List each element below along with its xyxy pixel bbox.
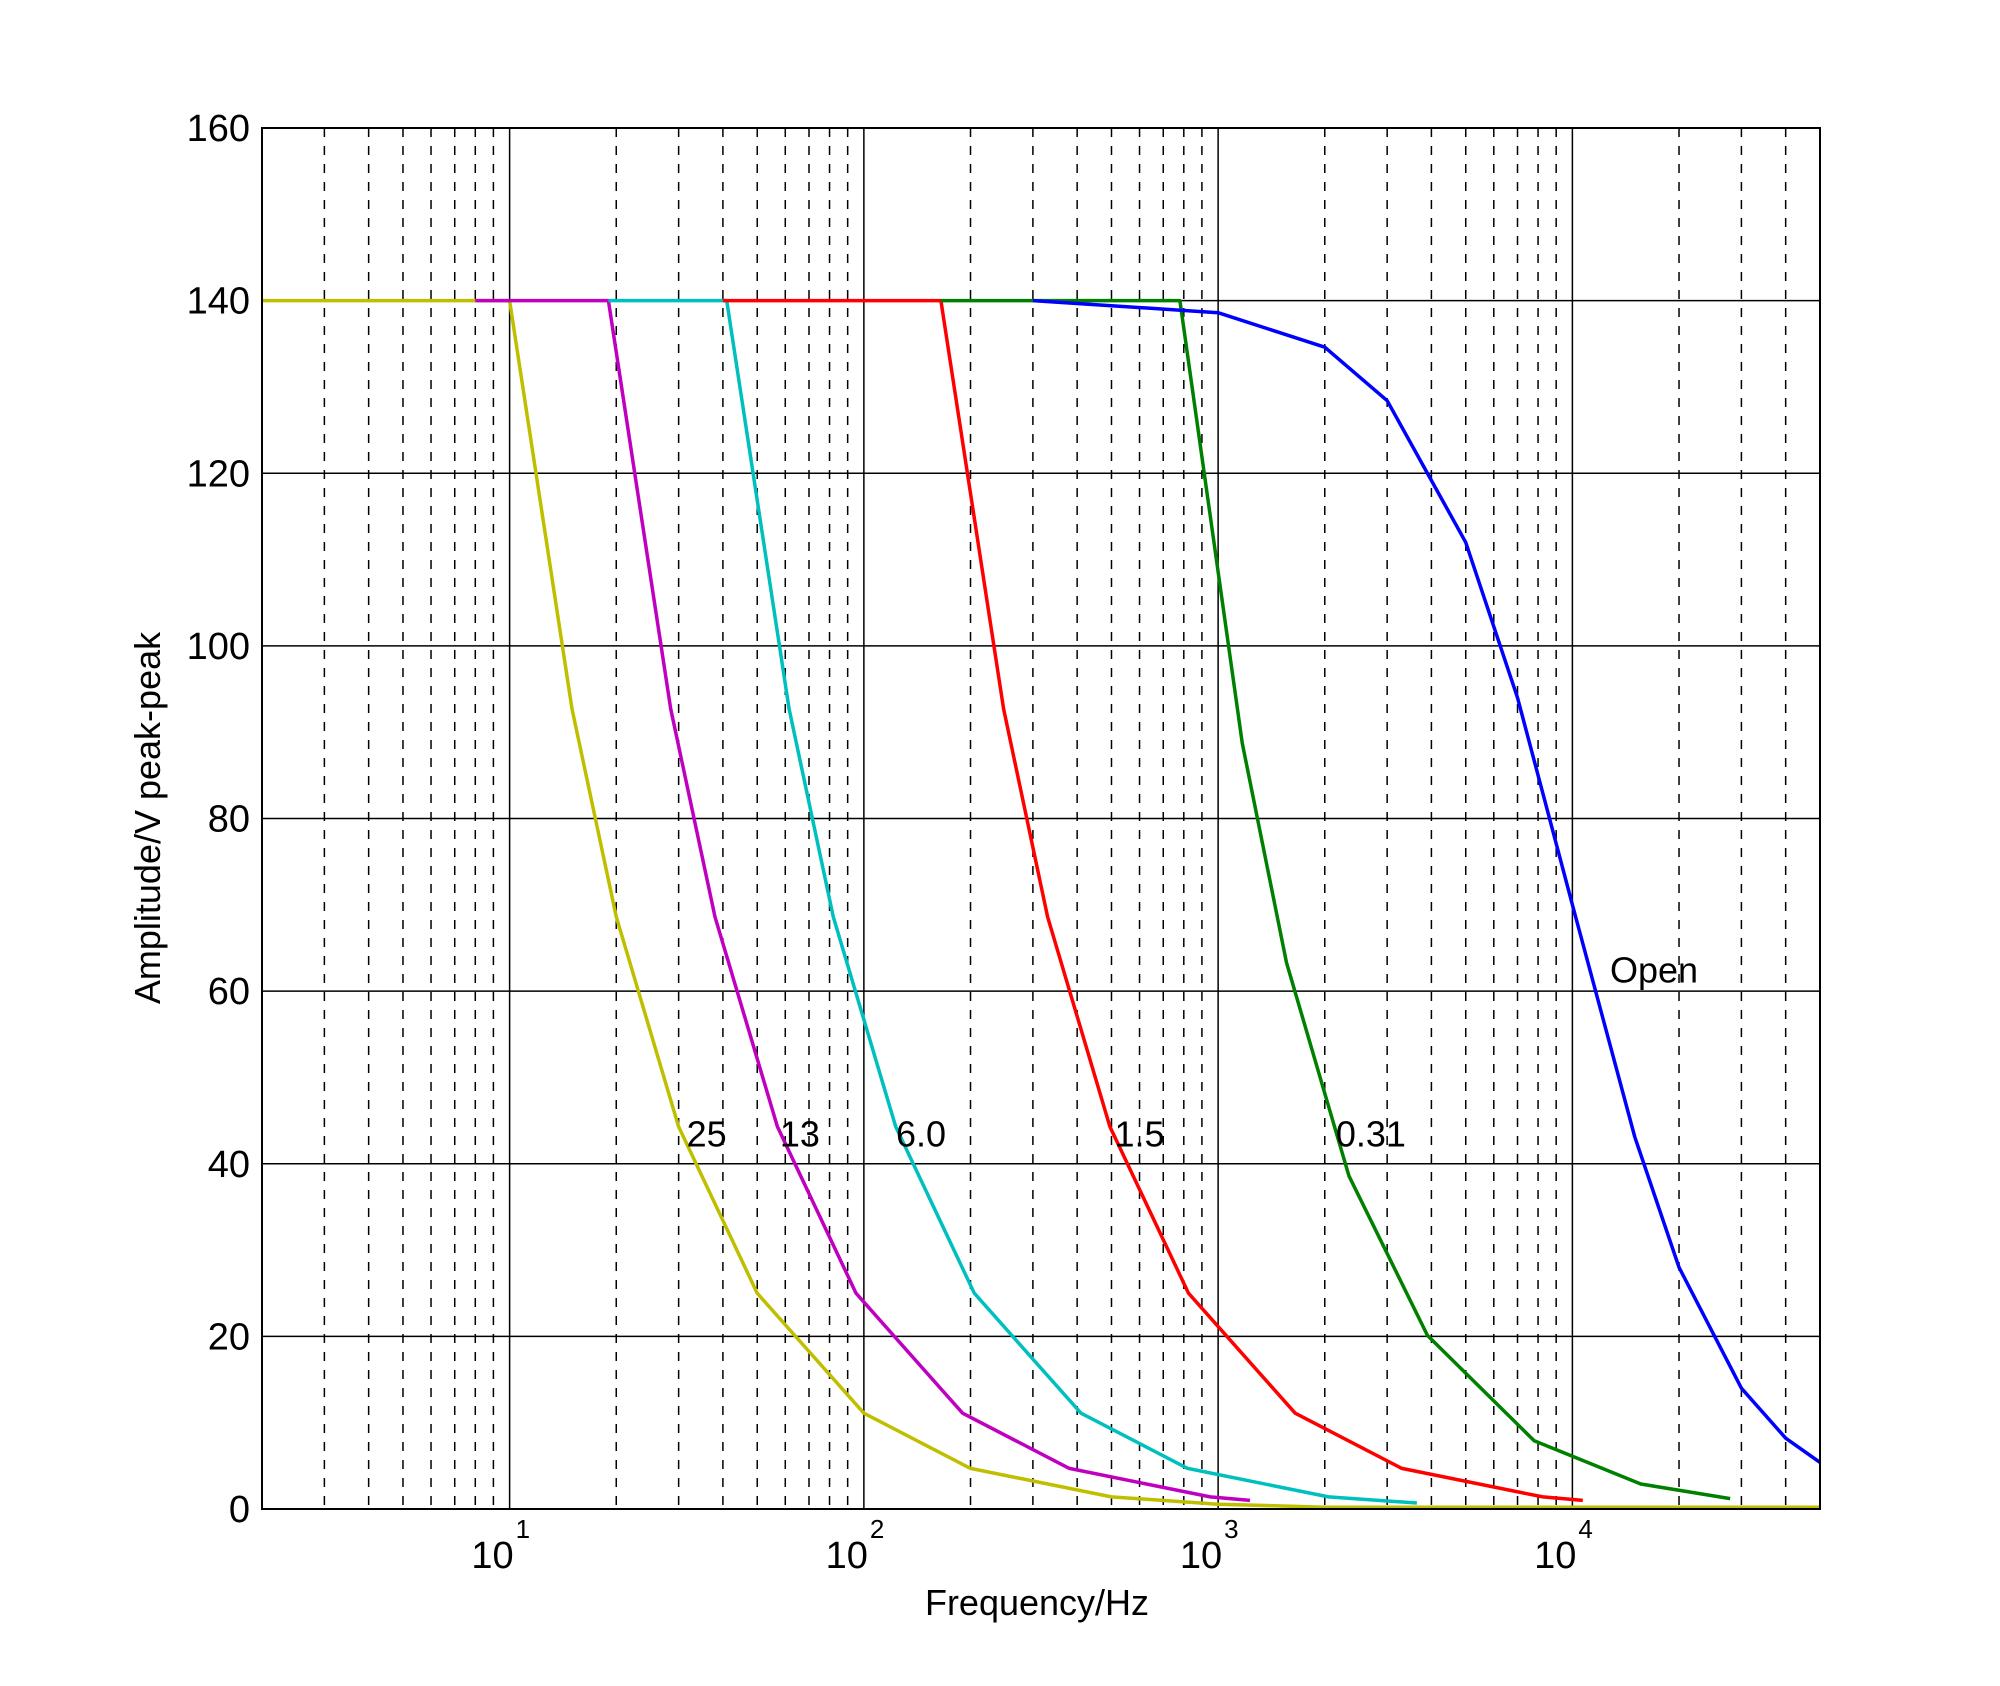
grid <box>262 127 1820 1510</box>
series-line-25 <box>262 298 1820 1509</box>
annotations: 25 13 6.0 1.5 0.31 Open <box>687 949 1698 1154</box>
y-tick-label: 100 <box>187 626 250 668</box>
x-axis-label: Frequency/Hz <box>925 1582 1149 1623</box>
plot-frame <box>261 127 1821 1510</box>
y-axis-label: Amplitude/V peak-peak <box>127 631 168 1004</box>
y-tick-label: 160 <box>187 108 250 150</box>
series-line-0.31 <box>940 298 1731 1501</box>
y-tick-label: 140 <box>187 281 250 323</box>
y-tick-label: 120 <box>187 453 250 495</box>
x-tick-label: 10 <box>1180 1535 1222 1577</box>
curve-label: 25 <box>687 1113 727 1154</box>
y-tick-label: 40 <box>208 1144 250 1186</box>
x-tick-label: 10 <box>1534 1535 1576 1577</box>
series-line-Open <box>1032 298 1820 1464</box>
series-line-13 <box>475 298 1251 1503</box>
curve-label: 0.31 <box>1336 1113 1406 1154</box>
series-line-6.0 <box>608 298 1418 1505</box>
curve-label: 6.0 <box>896 1113 946 1154</box>
series-line-1.5 <box>722 298 1583 1503</box>
curve-label: 1.5 <box>1115 1113 1165 1154</box>
y-tick-label: 60 <box>208 971 250 1013</box>
x-tick-label: 10 <box>471 1535 513 1577</box>
curves <box>262 298 1820 1509</box>
curve-label: Open <box>1610 949 1698 990</box>
x-tick-exponent: 1 <box>516 1514 530 1544</box>
curve-label: 13 <box>780 1113 820 1154</box>
y-tick-label: 20 <box>208 1316 250 1358</box>
y-tick-label: 0 <box>229 1489 250 1531</box>
x-tick-exponent: 4 <box>1578 1514 1592 1544</box>
x-tick-exponent: 2 <box>870 1514 884 1544</box>
x-tick-exponent: 3 <box>1224 1514 1238 1544</box>
x-tick-label: 10 <box>826 1535 868 1577</box>
y-tick-label: 80 <box>208 799 250 841</box>
